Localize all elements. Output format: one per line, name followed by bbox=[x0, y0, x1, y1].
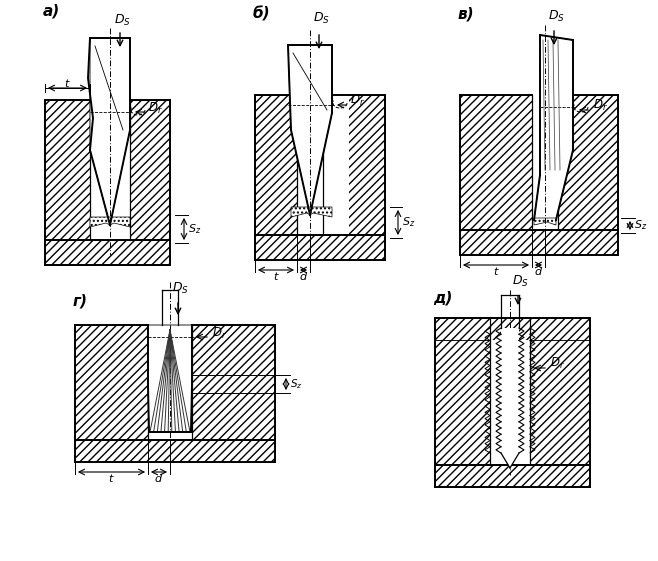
Text: б): б) bbox=[253, 6, 270, 21]
Bar bbox=[460, 230, 618, 255]
Text: $D_r$: $D_r$ bbox=[593, 98, 608, 113]
Bar bbox=[460, 95, 532, 230]
Bar bbox=[75, 440, 275, 462]
Text: $D_S$: $D_S$ bbox=[512, 274, 529, 289]
Text: $S_z$: $S_z$ bbox=[290, 377, 303, 391]
Bar bbox=[45, 100, 90, 240]
Polygon shape bbox=[501, 328, 519, 468]
Text: $S_z$: $S_z$ bbox=[402, 215, 415, 229]
Bar bbox=[490, 340, 530, 465]
Bar bbox=[90, 100, 130, 240]
Text: $t$: $t$ bbox=[64, 77, 71, 89]
Text: $d$: $d$ bbox=[155, 472, 164, 484]
Bar bbox=[130, 100, 170, 240]
Text: д): д) bbox=[433, 290, 453, 305]
Polygon shape bbox=[288, 45, 332, 215]
Polygon shape bbox=[90, 217, 130, 227]
Bar bbox=[530, 340, 590, 465]
Polygon shape bbox=[534, 218, 556, 225]
Bar bbox=[75, 325, 148, 440]
Text: $d$: $d$ bbox=[299, 270, 308, 282]
Text: $D_S$: $D_S$ bbox=[313, 11, 330, 26]
Bar bbox=[532, 95, 558, 230]
Bar bbox=[435, 465, 590, 487]
Polygon shape bbox=[90, 38, 130, 225]
Text: в): в) bbox=[458, 6, 474, 21]
Bar bbox=[192, 325, 275, 440]
Bar bbox=[45, 240, 170, 265]
Bar bbox=[558, 95, 618, 230]
Bar bbox=[148, 325, 192, 440]
Text: $D_r$: $D_r$ bbox=[148, 100, 163, 116]
Text: $D_S$: $D_S$ bbox=[548, 9, 565, 24]
Text: $D_S$: $D_S$ bbox=[172, 281, 189, 296]
Text: $t$: $t$ bbox=[272, 270, 280, 282]
Text: $S_z$: $S_z$ bbox=[634, 219, 647, 232]
Text: г): г) bbox=[73, 293, 88, 308]
Polygon shape bbox=[534, 35, 573, 220]
Text: $D_r$: $D_r$ bbox=[350, 93, 365, 108]
Text: $D_r$: $D_r$ bbox=[212, 325, 227, 341]
Bar bbox=[255, 95, 297, 235]
Text: $S_z$: $S_z$ bbox=[188, 222, 201, 236]
Text: а): а) bbox=[43, 3, 61, 18]
Bar bbox=[255, 235, 385, 260]
Polygon shape bbox=[148, 325, 192, 432]
Text: $t$: $t$ bbox=[108, 472, 115, 484]
Text: $D_r$: $D_r$ bbox=[550, 356, 565, 371]
Bar bbox=[435, 318, 590, 340]
Text: $d$: $d$ bbox=[534, 265, 543, 277]
Text: $D_S$: $D_S$ bbox=[114, 12, 131, 27]
Bar bbox=[323, 95, 385, 235]
Text: $t$: $t$ bbox=[493, 265, 499, 277]
Bar bbox=[435, 340, 490, 465]
Polygon shape bbox=[291, 207, 332, 217]
Bar bbox=[297, 95, 349, 235]
